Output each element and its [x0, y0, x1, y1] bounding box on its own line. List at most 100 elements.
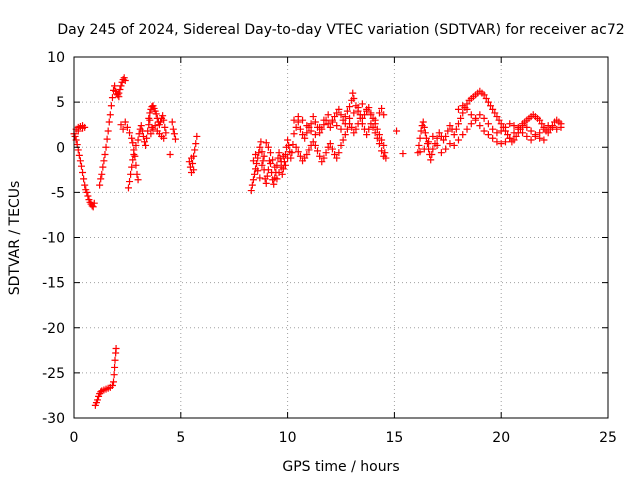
y-tick-label: -5: [51, 185, 65, 201]
data-point: [79, 169, 87, 177]
data-point: [117, 121, 125, 129]
data-point: [337, 141, 345, 149]
data-point: [459, 102, 467, 110]
data-point: [89, 203, 97, 211]
data-point: [380, 111, 388, 119]
data-point: [147, 130, 155, 138]
data-point: [326, 123, 334, 131]
data-point: [493, 129, 501, 137]
data-point: [193, 132, 201, 140]
data-point: [519, 120, 527, 128]
data-point: [96, 181, 104, 189]
data-point: [339, 136, 347, 144]
data-point: [428, 150, 436, 158]
data-point: [444, 127, 452, 135]
data-point: [484, 120, 492, 128]
data-point: [166, 150, 174, 158]
data-point: [358, 120, 366, 128]
data-point: [381, 149, 389, 157]
data-point: [126, 178, 134, 186]
data-point: [378, 104, 386, 112]
data-point: [160, 134, 168, 142]
data-point: [531, 131, 539, 139]
data-point: [281, 161, 289, 169]
data-point: [284, 136, 292, 144]
data-point: [510, 122, 518, 130]
y-tick-label: -20: [42, 321, 65, 337]
data-point: [316, 123, 324, 131]
data-point: [260, 152, 268, 160]
data-point: [126, 129, 134, 137]
data-point: [279, 152, 287, 160]
data-point: [553, 125, 561, 133]
data-point: [259, 157, 267, 165]
data-point: [143, 134, 151, 142]
data-point: [367, 111, 375, 119]
data-point: [493, 138, 501, 146]
data-point: [489, 134, 497, 142]
data-point: [536, 116, 544, 124]
data-point: [262, 179, 270, 187]
data-point: [459, 109, 467, 117]
data-point: [187, 154, 195, 162]
data-point: [279, 165, 287, 173]
data-point: [110, 371, 118, 379]
data-point: [145, 114, 153, 122]
data-point: [189, 159, 197, 167]
data-point: [512, 132, 520, 140]
data-point: [506, 134, 514, 142]
data-point: [497, 120, 505, 128]
data-point: [324, 111, 332, 119]
data-point: [416, 134, 424, 142]
data-point: [425, 138, 433, 146]
data-point: [463, 105, 471, 113]
data-point: [275, 149, 283, 157]
data-point: [128, 134, 136, 142]
data-point: [190, 166, 198, 174]
data-point: [309, 138, 317, 146]
data-point: [130, 150, 138, 158]
data-point: [489, 105, 497, 113]
data-point: [191, 146, 199, 154]
data-point: [506, 120, 514, 128]
data-point: [427, 156, 435, 164]
data-point: [333, 109, 341, 117]
data-point: [146, 109, 154, 117]
y-tick-label: -30: [42, 411, 65, 427]
data-point: [267, 149, 275, 157]
data-point: [133, 170, 141, 178]
x-axis-label: GPS time / hours: [282, 459, 399, 475]
data-point: [148, 123, 156, 131]
data-point: [121, 76, 129, 84]
data-point: [504, 131, 512, 139]
data-point: [544, 129, 552, 137]
data-point: [309, 113, 317, 121]
data-point: [375, 131, 383, 139]
data-point: [420, 145, 428, 153]
data-point: [369, 123, 377, 131]
data-point: [328, 145, 336, 153]
chart-title: Day 245 of 2024, Sidereal Day-to-day VTE…: [57, 22, 624, 38]
data-point: [299, 131, 307, 139]
data-point: [421, 129, 429, 137]
data-point: [373, 134, 381, 142]
data-point: [270, 180, 278, 188]
data-point: [459, 131, 467, 139]
data-point: [352, 125, 360, 133]
data-point: [339, 116, 347, 124]
data-point: [301, 134, 309, 142]
data-point: [422, 134, 430, 142]
data-point: [99, 163, 107, 171]
data-point: [111, 363, 119, 371]
data-point: [285, 141, 293, 149]
x-tick-label: 15: [385, 430, 403, 446]
data-point: [538, 120, 546, 128]
data-point: [437, 149, 445, 157]
data-point: [348, 123, 356, 131]
data-point: [429, 145, 437, 153]
data-point: [356, 114, 364, 122]
data-point: [98, 170, 106, 178]
data-point: [435, 129, 443, 137]
data-point: [440, 136, 448, 144]
data-point: [79, 122, 87, 130]
